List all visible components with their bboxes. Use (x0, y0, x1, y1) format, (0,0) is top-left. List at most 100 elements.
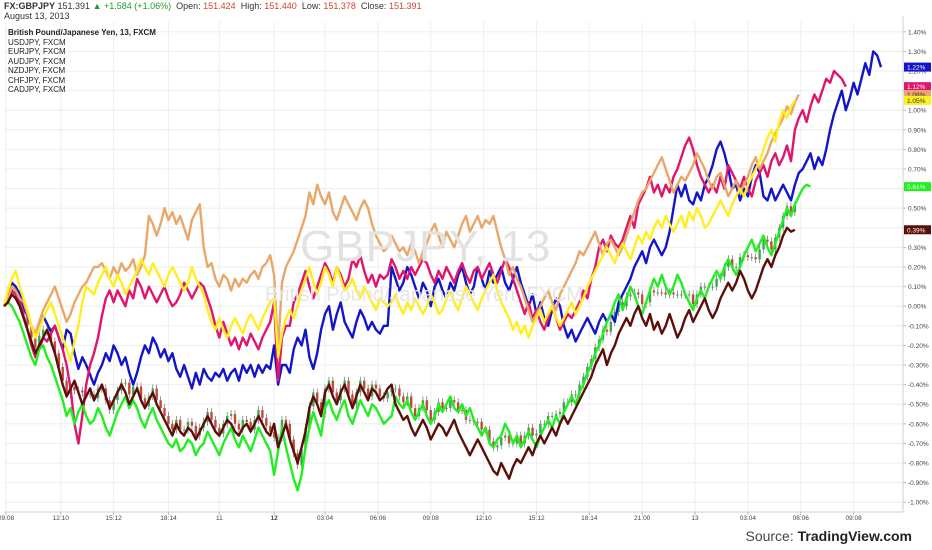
candle-body (261, 410, 264, 418)
last-value-label-1: 1.12% (907, 84, 926, 91)
candle-body (640, 294, 644, 305)
candle-body (265, 417, 268, 426)
candle-body (793, 205, 797, 213)
candle-body (347, 380, 350, 395)
candle-body (531, 427, 534, 436)
candle-body (605, 329, 609, 332)
candle-body (680, 294, 683, 296)
candle-body (488, 429, 491, 442)
candle-body (124, 382, 127, 384)
candle-body (687, 294, 691, 296)
open-label: Open: (176, 1, 201, 11)
y-tick-label: -0.90% (908, 480, 929, 487)
last-value-badge-5 (904, 225, 931, 235)
candle-body (539, 423, 542, 434)
legend-item-nzdjpy[interactable]: NZDJPY, FXCM (8, 66, 66, 75)
y-tick-label: 0.80% (908, 147, 927, 154)
y-tick-label: 0.70% (908, 167, 927, 174)
candle-body (453, 400, 456, 403)
candle-body (656, 292, 660, 294)
series-line-1[interactable] (3, 69, 847, 445)
candle-body (429, 410, 432, 420)
candle-body (245, 419, 248, 422)
last-value-label-0: 1.22% (907, 65, 926, 72)
candle-body (652, 290, 656, 293)
candle-body (629, 294, 632, 297)
candle-body (480, 421, 483, 430)
last-value-label-3: 1.05% (907, 98, 926, 105)
candle-body (476, 421, 479, 423)
x-tick-label: 03:04 (740, 515, 757, 522)
candle-body (507, 435, 511, 444)
candle-body (503, 435, 507, 438)
x-tick-label: 15:12 (528, 515, 545, 522)
y-tick-label: -0.60% (908, 421, 929, 428)
legend-main-series[interactable]: British Pound/Japanese Yen, 13, FXCM (8, 28, 156, 37)
x-tick-label: 12 (271, 515, 279, 522)
candle-body (61, 366, 64, 381)
candle-body (241, 419, 245, 430)
low-value: 151.378 (323, 1, 356, 11)
series-line-4[interactable] (3, 183, 812, 492)
x-tick-label: 15:12 (105, 515, 122, 522)
y-tick-label: -0.40% (908, 382, 929, 389)
candle-body (292, 439, 295, 454)
candle-body (660, 292, 663, 294)
candle-body (233, 414, 237, 424)
candle-body (34, 337, 37, 348)
last-value-label-4: 0.61% (907, 184, 926, 191)
legend-item-cadjpy[interactable]: CADJPY, FXCM (8, 85, 66, 94)
time-axis[interactable]: 09:08 12:10 15:12 18:14 11 12 03:04 06:06 09:08 1… (0, 511, 903, 522)
candle-body (163, 408, 166, 416)
source-credit: Source: TradingView.com (745, 528, 912, 544)
candle-body (449, 400, 452, 409)
y-tick-label: -1.00% (908, 500, 929, 507)
candle-body (288, 423, 292, 440)
y-tick-label: 0.50% (908, 206, 927, 213)
candle-body (637, 292, 640, 295)
candle-body (374, 384, 378, 389)
candle-body (272, 431, 276, 438)
last-value-label-2: 1.08% (907, 92, 926, 99)
candle-body (186, 421, 190, 430)
legend-item-chfjpy[interactable]: CHFJPY, FXCM (8, 75, 66, 85)
legend-item-eurjpy[interactable]: EURJPY, FXCM (8, 47, 66, 56)
low-label: Low: (301, 1, 321, 11)
last-value-badge-0 (904, 62, 931, 72)
candle-body (159, 400, 162, 409)
source-brand[interactable]: TradingView.com (797, 528, 912, 544)
legend-item-usdjpy[interactable]: USDJPY, FXCM (8, 37, 66, 47)
last-value-badge-1 (904, 82, 931, 92)
candle-body (754, 257, 757, 260)
y-tick-label: 1.00% (908, 108, 927, 115)
candle-body (550, 415, 554, 417)
last-value-badge-4 (904, 182, 931, 192)
candle-body (362, 380, 366, 389)
candle-body (139, 386, 143, 399)
series-line-5[interactable] (3, 226, 796, 480)
candle-body (691, 294, 695, 305)
candle-body (73, 386, 76, 391)
y-tick-label: 0.90% (908, 127, 927, 134)
candle-body (378, 388, 382, 397)
candle-body (456, 402, 460, 411)
candle-body (543, 423, 546, 425)
last-value-label-5: 0.39% (907, 227, 926, 234)
candle-body (335, 392, 338, 401)
candle-body (171, 423, 174, 430)
candle-body (218, 427, 221, 434)
last-value-badge-3 (904, 95, 931, 105)
legend-item-audjpy[interactable]: AUDJPY, FXCM (8, 56, 66, 66)
candle-body (734, 267, 738, 268)
last-value-badge-2 (904, 90, 931, 100)
symbol-label[interactable]: FX:GBPJPY (4, 1, 56, 11)
series-lines (2, 50, 883, 492)
x-tick-label: 21:00 (634, 515, 651, 522)
x-tick-label: 13 (691, 515, 699, 522)
candle-body (167, 415, 170, 424)
series-line-3[interactable] (2, 99, 796, 363)
candle-body (116, 390, 119, 401)
candle-body (441, 402, 444, 409)
candle-body (676, 294, 679, 296)
